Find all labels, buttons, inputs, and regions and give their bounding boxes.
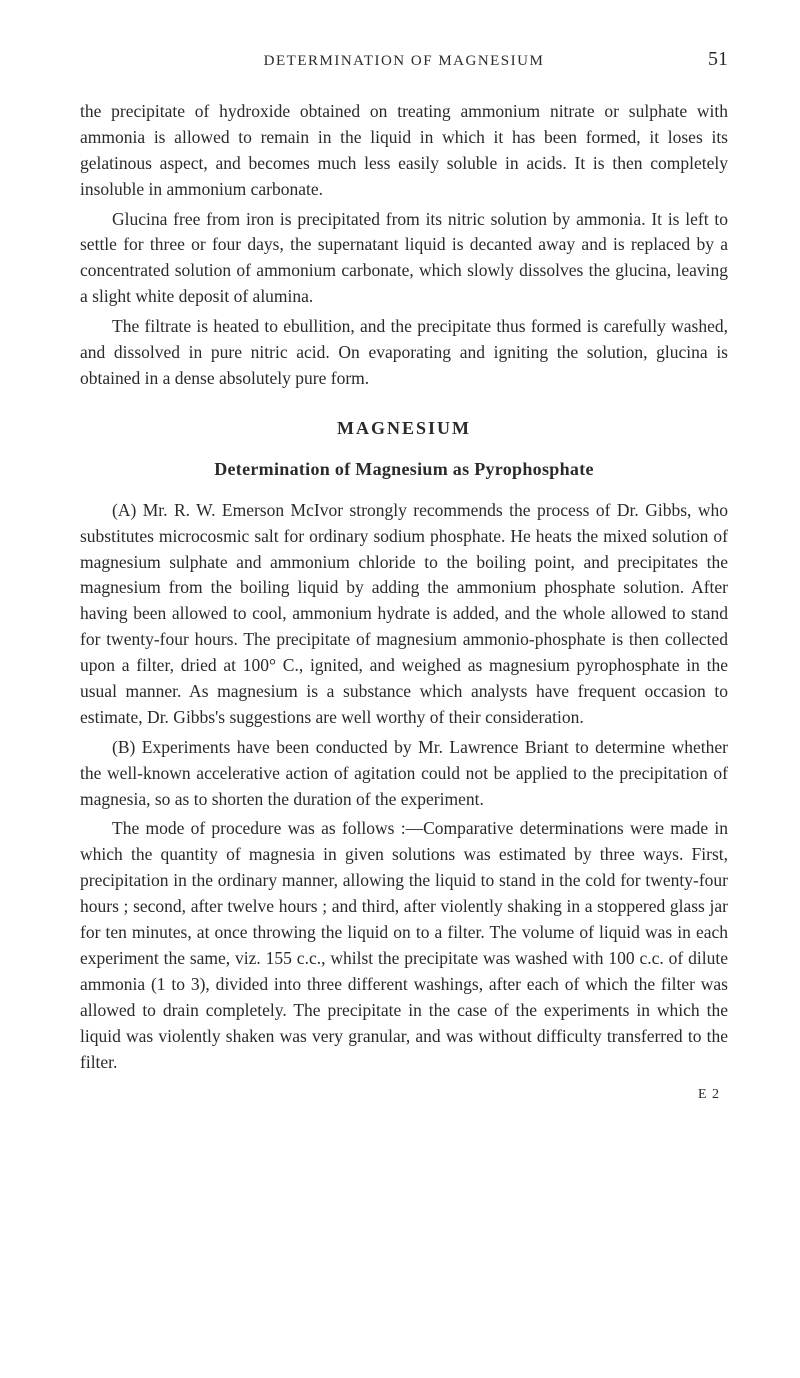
signature-mark: E 2	[80, 1087, 728, 1103]
para-b-label: (B)	[112, 737, 135, 757]
section-title: MAGNESIUM	[80, 418, 728, 439]
running-head: DETERMINATION OF MAGNESIUM	[120, 53, 688, 70]
body-paragraph-3: The filtrate is heated to ebullition, an…	[80, 314, 728, 392]
subsection-title: Determination of Magnesium as Pyrophosph…	[80, 459, 728, 480]
para-a-label: (A)	[112, 500, 136, 520]
para-a-text: Mr. R. W. Emerson McIvor strongly recomm…	[80, 500, 728, 727]
page-number: 51	[688, 48, 728, 71]
section-paragraph-a: (A) Mr. R. W. Emerson McIvor strongly re…	[80, 498, 728, 731]
section-paragraph-c: The mode of procedure was as follows :—C…	[80, 816, 728, 1075]
page-header: DETERMINATION OF MAGNESIUM 51	[80, 48, 728, 71]
body-paragraph-2: Glucina free from iron is precipitated f…	[80, 207, 728, 311]
para-b-text: Experiments have been conducted by Mr. L…	[80, 737, 728, 809]
body-paragraph-1: the precipitate of hydroxide obtained on…	[80, 99, 728, 203]
section-paragraph-b: (B) Experiments have been conducted by M…	[80, 735, 728, 813]
